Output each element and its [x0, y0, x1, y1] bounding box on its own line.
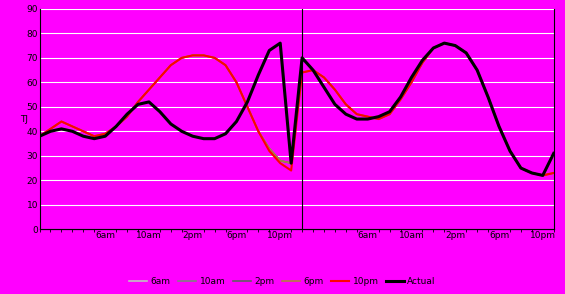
Y-axis label: TJ: TJ [20, 115, 28, 123]
Legend: 6am, 10am, 2pm, 6pm, 10pm, Actual: 6am, 10am, 2pm, 6pm, 10pm, Actual [125, 273, 440, 290]
